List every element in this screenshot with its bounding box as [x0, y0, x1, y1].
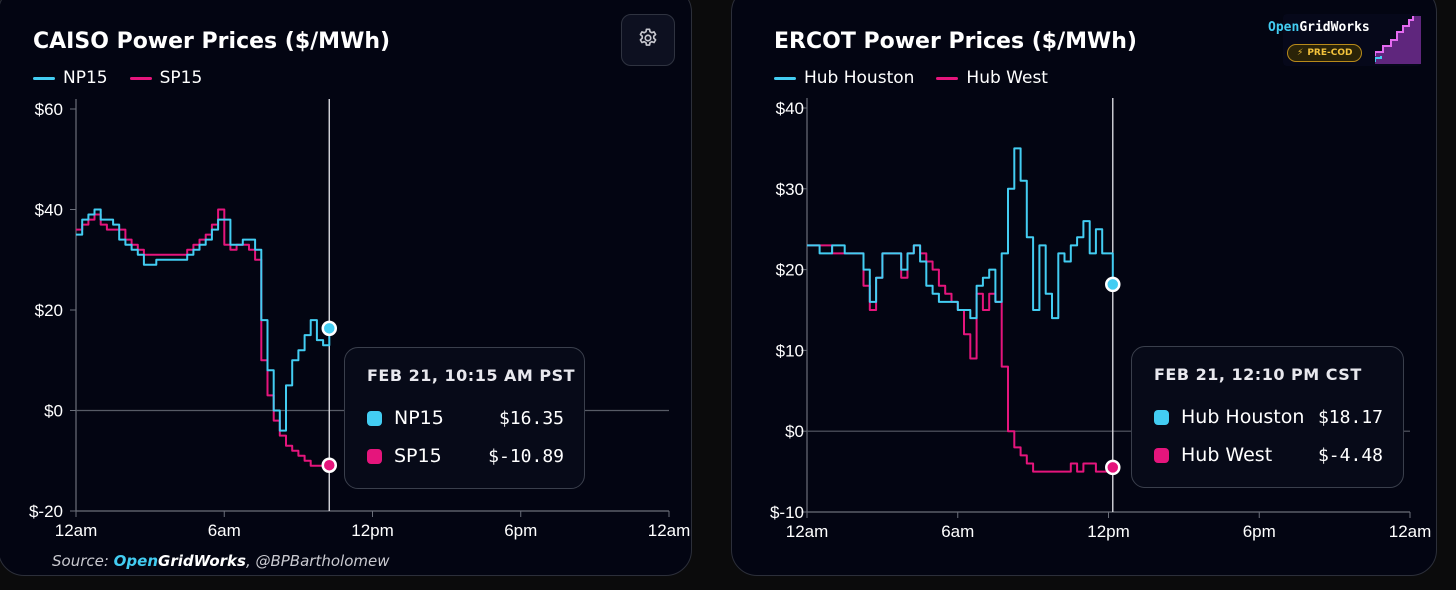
hover-point-np15 — [321, 320, 338, 337]
y-tick-label: $30 — [776, 180, 804, 199]
opengridworks-logo: OpenGridWorks ⚡ PRE-COD — [1268, 14, 1421, 68]
tooltip-row-hub-houston: Hub Houston $18.17 — [1154, 398, 1383, 436]
x-tick-label: 6pm — [1243, 522, 1276, 541]
tooltip-swatch — [367, 410, 382, 426]
legend-item-hub-west[interactable]: Hub West — [936, 68, 1048, 88]
legend-label: Hub West — [966, 68, 1048, 88]
lightning-icon: ⚡ — [1297, 48, 1304, 58]
logo-brand-open: Open — [1268, 20, 1300, 35]
x-tick-label: 6am — [208, 521, 241, 540]
legend-label: NP15 — [63, 68, 108, 88]
y-tick-label: $60 — [35, 100, 63, 119]
tooltip-series-name: NP15 — [394, 407, 444, 429]
chart-legend: Hub Houston Hub West — [774, 68, 1048, 88]
tooltip-row-hub-west: Hub West $-4.48 — [1154, 436, 1383, 474]
hover-point-sp15 — [321, 457, 338, 473]
y-tick-label: $0 — [785, 422, 804, 441]
x-tick-label: 12am — [786, 522, 829, 541]
legend-swatch — [129, 76, 152, 80]
tooltip-series-value: $18.17 — [1317, 406, 1383, 428]
legend-item-np15[interactable]: NP15 — [33, 68, 108, 88]
tooltip-series-name: SP15 — [394, 445, 442, 467]
tooltip-time: FEB 21, 12:10 PM CST — [1154, 365, 1362, 384]
source-suffix: , @BPBartholomew — [245, 552, 390, 570]
legend-item-sp15[interactable]: SP15 — [129, 68, 203, 88]
ercot-chart-card: ERCOT Power Prices ($/MWh) Hub Houston H… — [731, 0, 1437, 576]
tooltip-row-np15: NP15 $16.35 — [367, 399, 564, 437]
legend-label: SP15 — [159, 68, 203, 88]
chart-tooltip: FEB 21, 10:15 AM PST NP15 $16.35 SP15 $-… — [344, 347, 585, 489]
x-tick-label: 12am — [648, 521, 691, 540]
x-tick-label: 12am — [55, 521, 98, 540]
legend-label: Hub Houston — [804, 68, 915, 88]
caiso-chart-card: CAISO Power Prices ($/MWh) NP15 SP15 $60… — [0, 0, 692, 576]
y-tick-label: $40 — [776, 99, 804, 118]
chart-legend: NP15 SP15 — [33, 68, 202, 88]
tooltip-row-sp15: SP15 $-10.89 — [367, 437, 564, 475]
source-brand-open: Open — [113, 552, 159, 570]
source-brand-grid: GridWorks — [158, 552, 246, 570]
hover-point-hub-houston — [1105, 276, 1121, 293]
chart-title: CAISO Power Prices ($/MWh) — [33, 29, 391, 54]
tooltip-series-name: Hub Houston — [1181, 406, 1305, 428]
y-tick-label: $-10 — [770, 503, 804, 522]
hover-point-hub-west — [1105, 459, 1121, 476]
pre-cod-badge: ⚡ PRE-COD — [1287, 44, 1363, 62]
source-caption: Source: OpenGridWorks, @BPBartholomew — [52, 552, 389, 570]
legend-swatch — [33, 76, 55, 80]
tooltip-series-value: $16.35 — [498, 407, 564, 429]
series-line-sp15 — [76, 208, 331, 467]
legend-item-hub-houston[interactable]: Hub Houston — [774, 68, 914, 88]
source-prefix: Source: — [52, 552, 114, 570]
x-tick-label: 12am — [1389, 522, 1432, 541]
tooltip-swatch — [1154, 409, 1169, 425]
y-tick-label: $40 — [35, 201, 63, 220]
x-tick-label: 6pm — [504, 521, 537, 540]
sparkline-icon — [1374, 16, 1421, 68]
series-line-hub-west — [807, 244, 1114, 473]
tooltip-series-name: Hub West — [1181, 444, 1273, 466]
series-line-np15 — [76, 208, 331, 432]
legend-swatch — [774, 76, 796, 80]
y-tick-label: $0 — [44, 402, 63, 421]
logo-brand-grid: GridWorks — [1299, 20, 1370, 35]
legend-swatch — [936, 76, 959, 80]
y-tick-label: $10 — [776, 341, 804, 360]
tooltip-series-value: $-10.89 — [488, 445, 564, 467]
x-tick-label: 6am — [941, 522, 974, 541]
tooltip-swatch — [367, 448, 382, 464]
y-tick-label: $20 — [35, 301, 63, 320]
y-tick-label: $-20 — [29, 502, 63, 521]
y-tick-label: $20 — [776, 261, 804, 280]
tooltip-swatch — [1154, 447, 1169, 463]
logo-wordmark: OpenGridWorks — [1268, 20, 1370, 35]
x-tick-label: 12pm — [1087, 522, 1130, 541]
chart-title: ERCOT Power Prices ($/MWh) — [774, 29, 1137, 54]
settings-button[interactable] — [621, 14, 675, 66]
tooltip-series-value: $-4.48 — [1317, 444, 1383, 466]
tooltip-time: FEB 21, 10:15 AM PST — [367, 366, 576, 385]
chart-tooltip: FEB 21, 12:10 PM CST Hub Houston $18.17 … — [1131, 346, 1404, 488]
badge-label: PRE-COD — [1307, 48, 1353, 58]
series-line-hub-houston — [807, 147, 1114, 320]
x-tick-label: 12pm — [351, 521, 394, 540]
gear-icon — [637, 27, 659, 53]
